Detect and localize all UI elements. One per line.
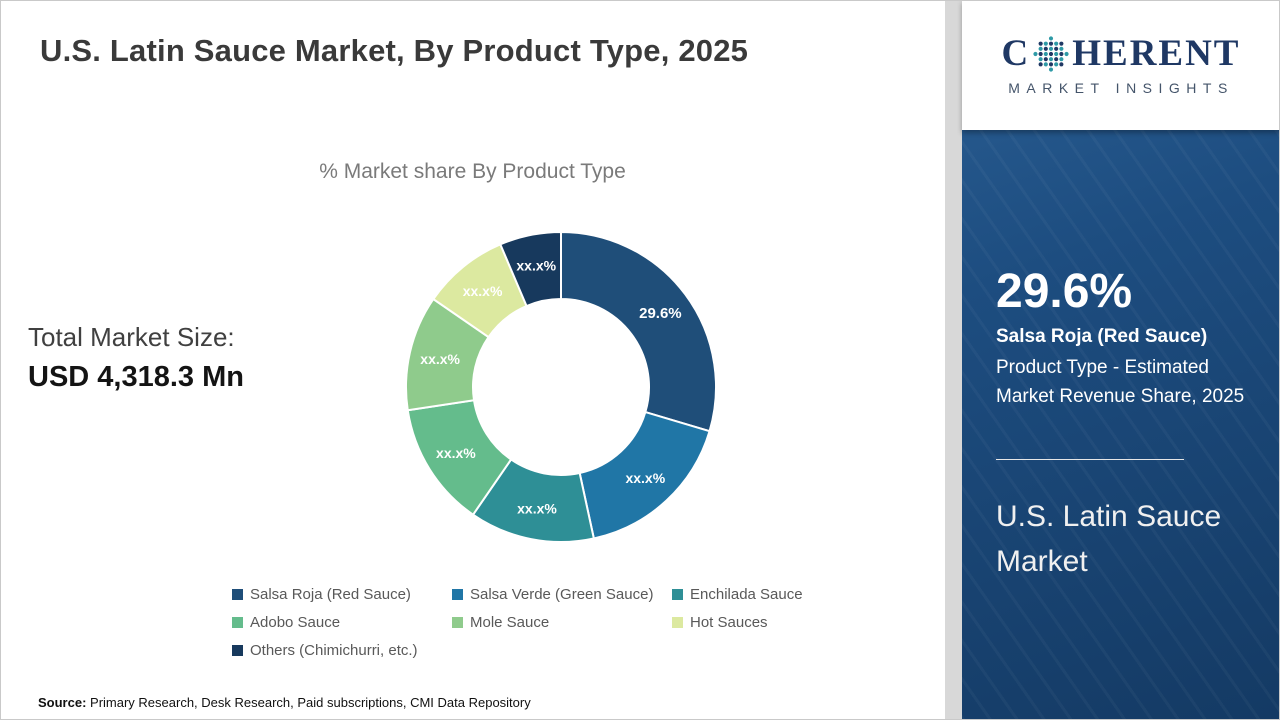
donut-segment-label-1: 29.6% [639, 305, 682, 322]
legend-item-5: Mole Sauce [452, 614, 672, 631]
brand-logo: C HERENT MARKET INSIGHTS [962, 0, 1280, 130]
legend-swatch-icon [452, 617, 463, 628]
brand-logo-name: C HERENT [1002, 35, 1241, 73]
globe-dot [1033, 51, 1038, 56]
globe-dot [1043, 51, 1049, 56]
legend-item-2: Salsa Verde (Green Sauce) [452, 586, 672, 603]
donut-segment-label-5: xx.x% [420, 351, 460, 367]
globe-dot [1064, 51, 1069, 56]
chart-title: % Market share By Product Type [319, 160, 626, 183]
legend-item-label: Hot Sauces [690, 614, 768, 631]
source-text: Primary Research, Desk Research, Paid su… [86, 695, 531, 710]
divider-strip [945, 0, 962, 720]
logo-suffix: HERENT [1072, 33, 1241, 74]
donut-segment-label-3: xx.x% [517, 501, 557, 517]
globe-dot [1043, 46, 1049, 51]
legend-item-6: Hot Sauces [672, 614, 892, 631]
globe-dot [1043, 61, 1049, 66]
total-market-size-value: USD 4,318.3 Mn [28, 361, 244, 393]
globe-dot [1043, 56, 1049, 61]
globe-dot [1054, 61, 1059, 66]
legend-swatch-icon [232, 645, 243, 656]
legend-swatch-icon [232, 589, 243, 600]
panel-divider [996, 459, 1184, 460]
globe-dot [1059, 56, 1064, 61]
legend-item-label: Salsa Verde (Green Sauce) [470, 586, 654, 603]
page-title: U.S. Latin Sauce Market, By Product Type… [40, 33, 749, 68]
legend-item-label: Mole Sauce [470, 614, 550, 631]
globe-dot [1049, 51, 1054, 56]
highlight-percentage: 29.6% [996, 265, 1133, 318]
globe-dot [1049, 41, 1054, 46]
globe-dot [1038, 41, 1043, 46]
legend-swatch-icon [672, 617, 683, 628]
logo-prefix: C [1001, 33, 1031, 74]
globe-dot [1059, 46, 1064, 51]
legend-item-4: Adobo Sauce [232, 614, 452, 631]
globe-dot [1049, 56, 1054, 61]
globe-dot [1049, 46, 1054, 51]
globe-dot [1054, 46, 1059, 51]
donut-segment-label-4: xx.x% [436, 445, 476, 461]
donut-segment-label-6: xx.x% [463, 283, 503, 299]
donut-segment-7 [499, 230, 562, 308]
donut-chart: 29.6% xx.x% xx.x% xx.x% xx.x% xx.x% xx.x% [405, 230, 717, 543]
globe-dot [1054, 56, 1059, 61]
brand-logo-tagline: MARKET INSIGHTS [1008, 79, 1234, 96]
chart-legend: Salsa Roja (Red Sauce) Salsa Verde (Green… [232, 586, 912, 659]
legend-item-label: Adobo Sauce [250, 614, 341, 631]
legend-swatch-icon [452, 589, 463, 600]
globe-dot [1038, 56, 1043, 61]
globe-dot [1049, 35, 1054, 41]
highlight-description: Product Type - Estimated Market Revenue … [996, 357, 1245, 407]
globe-dot [1043, 41, 1049, 46]
globe-dot [1038, 51, 1043, 56]
donut-segment-label-2: xx.x% [625, 470, 665, 486]
total-market-size-label: Total Market Size: [28, 322, 235, 352]
donut-segment-label-7: xx.x% [516, 258, 556, 274]
highlight-label: Salsa Roja (Red Sauce) [996, 326, 1208, 347]
donut-segment-1 [560, 230, 717, 433]
legend-swatch-icon [672, 589, 683, 600]
market-name: U.S. Latin Sauce Market [996, 500, 1222, 578]
globe-dot [1059, 61, 1064, 66]
globe-dot [1059, 51, 1064, 56]
legend-item-7: Others (Chimichurri, etc.) [232, 642, 452, 659]
legend-item-label: Salsa Roja (Red Sauce) [250, 586, 411, 603]
globe-dot [1038, 61, 1043, 66]
legend-item-label: Others (Chimichurri, etc.) [250, 642, 418, 659]
globe-dot [1059, 41, 1064, 46]
source-note: Source: Primary Research, Desk Research,… [38, 695, 531, 710]
total-market-size: Total Market Size: USD 4,318.3 Mn [28, 322, 244, 394]
legend-item-1: Salsa Roja (Red Sauce) [232, 586, 452, 603]
legend-swatch-icon [232, 617, 243, 628]
source-label: Source: [38, 695, 87, 710]
globe-dot [1049, 66, 1054, 72]
legend-item-3: Enchilada Sauce [672, 586, 892, 603]
globe-dot [1049, 61, 1054, 66]
globe-dot [1054, 41, 1059, 46]
globe-icon [1033, 35, 1069, 72]
legend-item-label: Enchilada Sauce [690, 586, 803, 603]
globe-dot [1038, 46, 1043, 51]
globe-dot [1054, 51, 1059, 56]
